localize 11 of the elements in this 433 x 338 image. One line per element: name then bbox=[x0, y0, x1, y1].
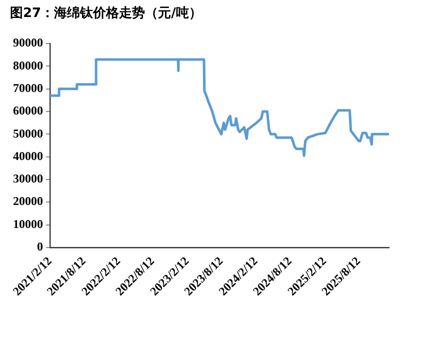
y-tick-label: 50000 bbox=[13, 126, 43, 140]
y-tick-label: 10000 bbox=[13, 216, 43, 231]
chart-title: 图27：海绵钛价格走势（元/吨） bbox=[10, 5, 202, 22]
y-tick-label: 60000 bbox=[13, 104, 43, 118]
y-tick-label: 90000 bbox=[13, 36, 43, 50]
y-tick-label: 70000 bbox=[13, 80, 43, 95]
y-tick-label: 20000 bbox=[13, 194, 43, 208]
y-tick-label: 30000 bbox=[13, 172, 43, 186]
y-tick-label: 80000 bbox=[13, 58, 43, 72]
y-tick-label: 40000 bbox=[13, 148, 43, 163]
y-tick-label: 0 bbox=[37, 240, 43, 254]
